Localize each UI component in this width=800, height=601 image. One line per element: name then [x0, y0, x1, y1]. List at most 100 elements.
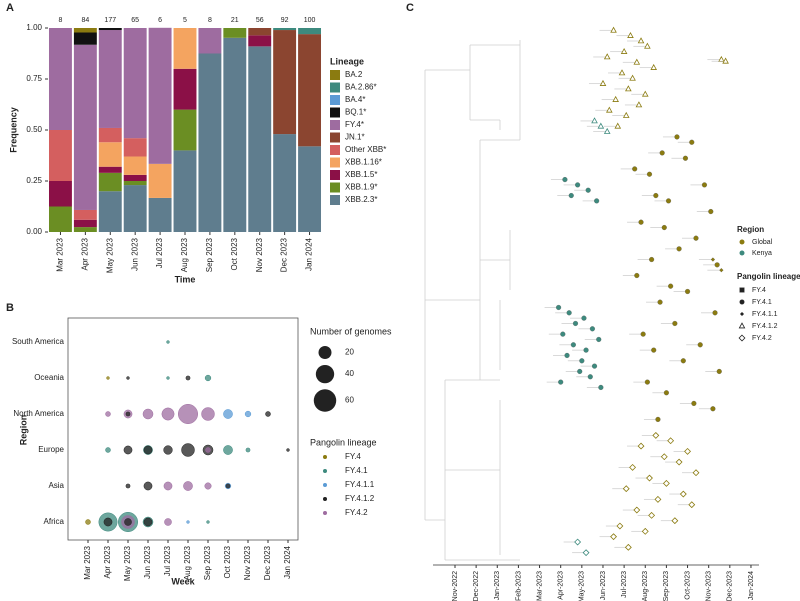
bubble — [205, 447, 211, 453]
tip — [641, 90, 649, 97]
tip — [672, 320, 678, 327]
x-tick-label: Jan-2023 — [494, 571, 501, 600]
bubble — [223, 409, 233, 419]
bar-segment — [298, 146, 322, 232]
x-tick-label: Aug 2023 — [183, 545, 192, 580]
tip — [572, 320, 579, 327]
tip — [714, 262, 720, 268]
tip — [591, 117, 598, 124]
tip — [675, 458, 683, 466]
total-label: 65 — [131, 17, 139, 24]
bubble — [126, 376, 130, 380]
tip — [710, 257, 716, 262]
tip — [680, 358, 686, 364]
bar-segment — [223, 28, 247, 38]
tip — [653, 193, 659, 199]
legend-swatch — [323, 469, 327, 473]
tip — [710, 406, 716, 412]
tip — [674, 134, 680, 140]
y-tick-label: 0.75 — [26, 74, 42, 83]
tip — [606, 106, 613, 113]
y-tick-label: 0.25 — [26, 176, 42, 185]
tip — [640, 331, 646, 337]
x-tick-label: Dec 2023 — [280, 237, 289, 272]
x-tick-label: Mar-2023 — [536, 571, 543, 601]
legend-swatch — [739, 287, 745, 293]
tip — [629, 74, 636, 81]
tip — [644, 379, 650, 385]
tip — [716, 368, 722, 375]
tip — [570, 342, 576, 348]
x-tick-label: Dec 2023 — [263, 545, 272, 580]
legend-title: Pangolin lineage — [737, 272, 800, 281]
x-tick-label: Jul-2023 — [621, 571, 628, 598]
legend-label: XBB.1.5* — [345, 170, 377, 179]
bar-segment — [98, 142, 122, 167]
tip — [682, 155, 688, 161]
bar-segment — [248, 28, 272, 36]
legend-swatch — [330, 70, 340, 80]
bar-segment — [248, 35, 272, 47]
tip — [597, 122, 605, 129]
size-legend-circle — [318, 346, 332, 359]
tip — [688, 501, 696, 509]
legend-swatch — [330, 132, 340, 143]
bubble — [103, 517, 113, 527]
bar-segment — [298, 34, 322, 147]
tip — [660, 453, 668, 461]
tip — [599, 79, 607, 86]
bubble — [143, 445, 153, 455]
y-tick-label: Asia — [48, 481, 64, 490]
x-tick-label: Apr 2023 — [80, 237, 89, 270]
legend-label: FY.4.1 — [752, 299, 772, 306]
legend-label: FY.4.2 — [345, 508, 368, 517]
tip — [649, 256, 655, 263]
bar-segment — [73, 44, 97, 210]
plot-frame — [67, 317, 299, 541]
legend-swatch — [330, 95, 340, 105]
legend-label: JN.1* — [345, 133, 365, 142]
x-tick-label: Oct 2023 — [230, 237, 239, 270]
tip — [691, 400, 697, 406]
bubble — [245, 447, 251, 453]
legend-label: FY.4 — [345, 452, 361, 461]
total-label: 84 — [81, 17, 89, 24]
bubble — [265, 411, 271, 417]
x-tick-label: Apr-2023 — [558, 571, 565, 600]
tip — [629, 463, 637, 471]
x-tick-label: Jan-2024 — [748, 571, 755, 600]
tip — [583, 347, 589, 353]
x-tick-label: Feb-2023 — [515, 571, 522, 601]
legend-label: Global — [752, 239, 773, 246]
x-tick-label: Sep 2023 — [203, 545, 212, 580]
tip — [637, 37, 645, 44]
bar-segment — [48, 28, 72, 130]
y-tick-label: Oceania — [34, 373, 64, 382]
legend-swatch — [323, 483, 327, 487]
tip — [712, 310, 718, 316]
x-tick-label: Nov-2023 — [706, 571, 713, 601]
tip — [618, 69, 626, 76]
bubble — [163, 445, 173, 455]
y-axis-label: Region — [18, 415, 28, 446]
tip — [638, 219, 644, 225]
x-tick-label: Sep 2023 — [205, 237, 214, 272]
legend-title: Region — [737, 225, 764, 234]
bubble — [225, 483, 231, 489]
legend-title: Lineage — [330, 56, 364, 66]
total-label: 8 — [59, 17, 63, 24]
bar-segment — [273, 134, 297, 232]
tip — [603, 53, 611, 60]
tree-branches — [424, 40, 521, 561]
size-legend-circle — [313, 389, 337, 412]
legend-label: XBB.1.9* — [345, 183, 377, 192]
bubble — [105, 447, 111, 453]
tip — [646, 474, 653, 482]
y-tick-label: 0.50 — [26, 125, 42, 134]
bar-segment — [198, 53, 222, 232]
x-tick-label: May-2023 — [579, 571, 586, 601]
tip — [558, 379, 564, 385]
x-tick-label: Jul 2023 — [163, 545, 172, 576]
tip — [671, 517, 679, 525]
bar-segment — [123, 185, 147, 232]
